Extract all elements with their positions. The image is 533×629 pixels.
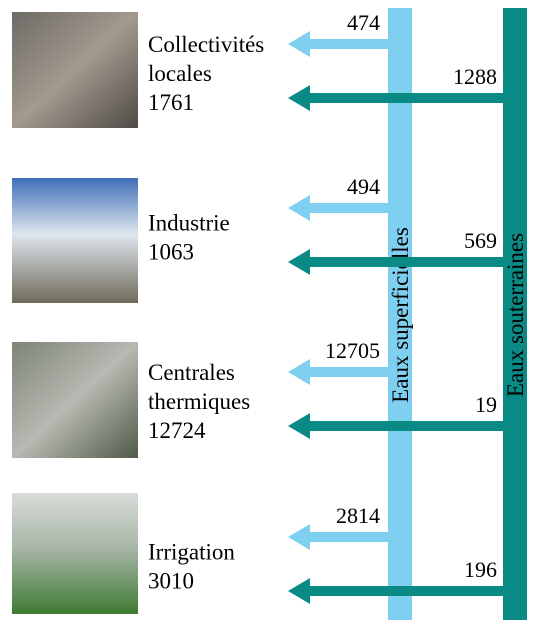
ground-arrow-shaft bbox=[308, 257, 503, 267]
ground-bar bbox=[503, 8, 527, 620]
surface-arrow-head bbox=[288, 195, 310, 221]
ground-arrow-shaft bbox=[308, 586, 503, 596]
surface-arrow-shaft bbox=[308, 532, 388, 542]
photo bbox=[12, 178, 138, 303]
sector-total: 1063 bbox=[148, 240, 194, 265]
sector-label: Industrie bbox=[148, 211, 230, 236]
sector-label: Irrigation bbox=[148, 540, 235, 565]
sector-total: 1761 bbox=[148, 90, 194, 115]
surface-arrow-shaft bbox=[308, 367, 388, 377]
sector-total: 3010 bbox=[148, 569, 194, 594]
ground-arrow-head bbox=[288, 578, 310, 604]
surface-arrow-shaft bbox=[308, 39, 388, 49]
photo bbox=[12, 12, 138, 128]
surface-bar bbox=[388, 8, 412, 620]
sector-label: Collectivités bbox=[148, 32, 264, 57]
sector-label: thermiques bbox=[148, 389, 250, 414]
ground-label: Eaux souterraines bbox=[503, 233, 528, 397]
surface-value: 494 bbox=[347, 174, 380, 199]
sector-label: Centrales bbox=[148, 360, 235, 385]
sector-label: locales bbox=[148, 61, 212, 86]
surface-value: 474 bbox=[347, 10, 380, 35]
surface-arrow-head bbox=[288, 31, 310, 57]
ground-arrow-shaft bbox=[308, 421, 503, 431]
ground-value: 19 bbox=[475, 392, 497, 417]
surface-arrow-head bbox=[288, 524, 310, 550]
surface-arrow-shaft bbox=[308, 203, 388, 213]
surface-label: Eaux superficielles bbox=[388, 227, 413, 403]
ground-arrow-head bbox=[288, 249, 310, 275]
surface-value: 2814 bbox=[336, 503, 380, 528]
ground-arrow-head bbox=[288, 413, 310, 439]
photo bbox=[12, 342, 138, 458]
sector-total: 12724 bbox=[148, 418, 206, 443]
ground-value: 196 bbox=[464, 557, 497, 582]
ground-arrow-shaft bbox=[308, 93, 503, 103]
surface-value: 12705 bbox=[325, 338, 380, 363]
surface-arrow-head bbox=[288, 359, 310, 385]
photo bbox=[12, 493, 138, 614]
ground-value: 1288 bbox=[453, 64, 497, 89]
ground-arrow-head bbox=[288, 85, 310, 111]
ground-value: 569 bbox=[464, 228, 497, 253]
